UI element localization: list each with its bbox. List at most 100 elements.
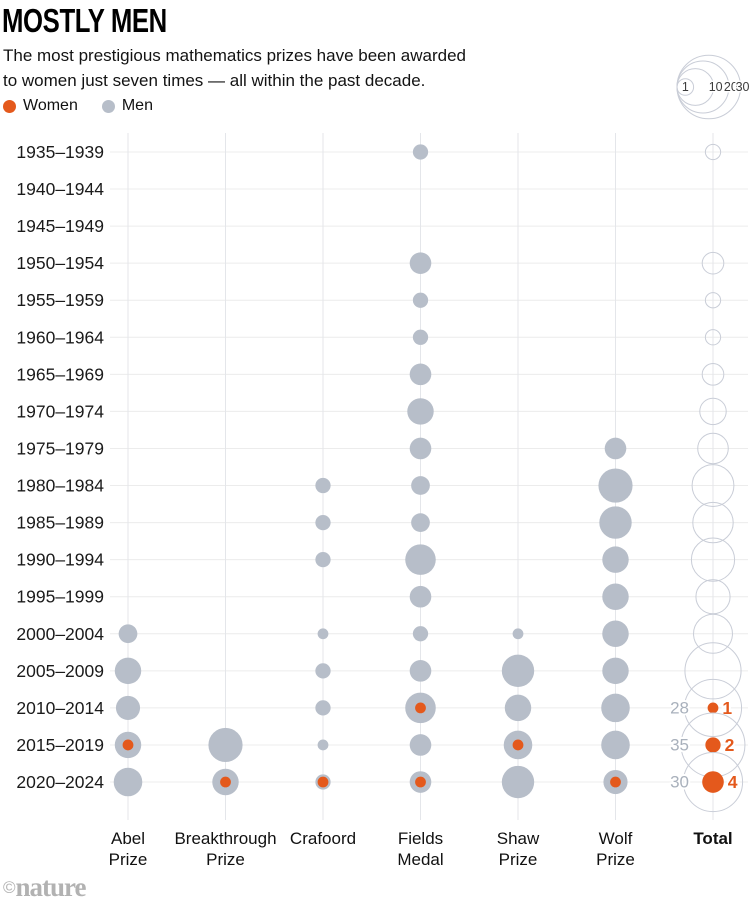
row-label: 1995–1999 [16,587,104,607]
page-title: MOSTLY MEN [2,2,167,39]
bubble-women [415,702,426,714]
bubble-men [601,693,630,723]
column-label: Crafoord [290,829,356,848]
women-dot-icon [3,99,16,113]
bubble-men [409,585,432,608]
total-circle [704,143,722,161]
size-legend-label: 30 [736,80,750,94]
bubble-men [409,363,432,386]
row-label: 1975–1979 [16,438,104,458]
column-label: Prize [499,850,538,869]
bubble-men [599,506,632,539]
row-label: 1980–1984 [16,476,104,496]
row-label: 1970–1974 [16,401,104,421]
total-women-dot [702,771,724,793]
bubble-men [208,727,243,763]
bubble-men [602,620,629,648]
bubble-men [504,694,532,722]
row-label: 1985–1989 [16,513,104,533]
copyright-icon: © [3,878,16,897]
row-label: 2015–2019 [16,735,104,755]
total-circle [693,613,733,654]
total-circle [684,642,742,700]
bubble-men [604,437,627,460]
row-label: 2000–2004 [16,624,104,644]
bubble-men [315,663,331,679]
total-circle [704,292,722,309]
legend-label-women: Women [23,97,78,114]
column-label: Wolf [599,829,633,848]
bubble-men [512,628,524,640]
bubble-women [610,776,621,788]
bubble-men [601,730,630,760]
total-circle [683,678,743,737]
row-label: 1935–1939 [16,142,104,162]
total-women-dot [705,737,721,753]
column-label: Prize [109,850,148,869]
column-label: Prize [596,850,635,869]
bubble-men [407,398,434,425]
column-label: Medal [397,850,443,869]
bubble-men [315,514,331,531]
bubble-men [115,695,141,720]
total-circle [682,751,744,813]
bubble-women [415,776,426,788]
bubble-men [602,657,629,685]
total-men-count: 30 [670,773,689,792]
bubble-men [411,513,430,532]
bubble-men [602,546,629,573]
nature-logo: nature [15,872,87,902]
bubble-men [412,144,429,160]
bubble-men [113,767,143,797]
total-men-count: 35 [670,735,689,754]
row-label: 2010–2014 [16,698,104,718]
bubble-men [118,624,138,644]
total-circle [690,537,736,582]
bubble-men [315,477,331,494]
bubble-men [405,544,436,575]
legend-label-men: Men [121,97,153,114]
column-label: Breakthrough [174,829,276,848]
total-circle [704,329,722,346]
size-legend-label: 1 [682,80,689,94]
total-circle [692,501,734,544]
bubble-women [512,739,524,751]
bubble-men [409,437,432,460]
bubble-women [220,776,231,788]
total-circle [701,363,725,386]
row-label: 1990–1994 [16,550,104,570]
total-circle [701,251,725,275]
total-men-count: 28 [670,698,689,717]
bubble-men [315,700,331,716]
bubble-women [122,739,134,751]
row-label: 1965–1969 [16,364,104,384]
column-label: Total [693,829,732,848]
subtitle-line-1: The most prestigious mathematics prizes … [3,46,467,65]
size-legend-label: 20 [724,80,738,94]
bubble-men [598,468,633,503]
bubble-men [409,660,432,682]
row-label: 1940–1944 [16,179,104,199]
total-circle [699,397,727,426]
bubble-men [501,765,535,799]
total-circle [691,464,735,507]
bubble-women [317,776,329,788]
men-dot-icon [101,99,115,113]
size-legend-circle [676,54,742,120]
row-label: 1945–1949 [16,216,104,236]
column-label: Prize [206,850,245,869]
nature-credit: ©nature [3,872,87,903]
row-label: 2005–2009 [16,661,104,681]
bubble-men [412,626,429,642]
bubble-men [411,476,430,495]
total-women-count: 1 [722,698,732,718]
row-label: 1955–1959 [16,290,104,310]
bubble-men [114,657,142,685]
bubble-men [409,252,432,274]
total-women-dot [707,702,719,714]
total-circle [697,432,729,465]
total-women-count: 2 [725,735,735,755]
column-label: Fields [398,829,443,848]
subtitle: The most prestigious mathematics prizes … [3,43,466,93]
